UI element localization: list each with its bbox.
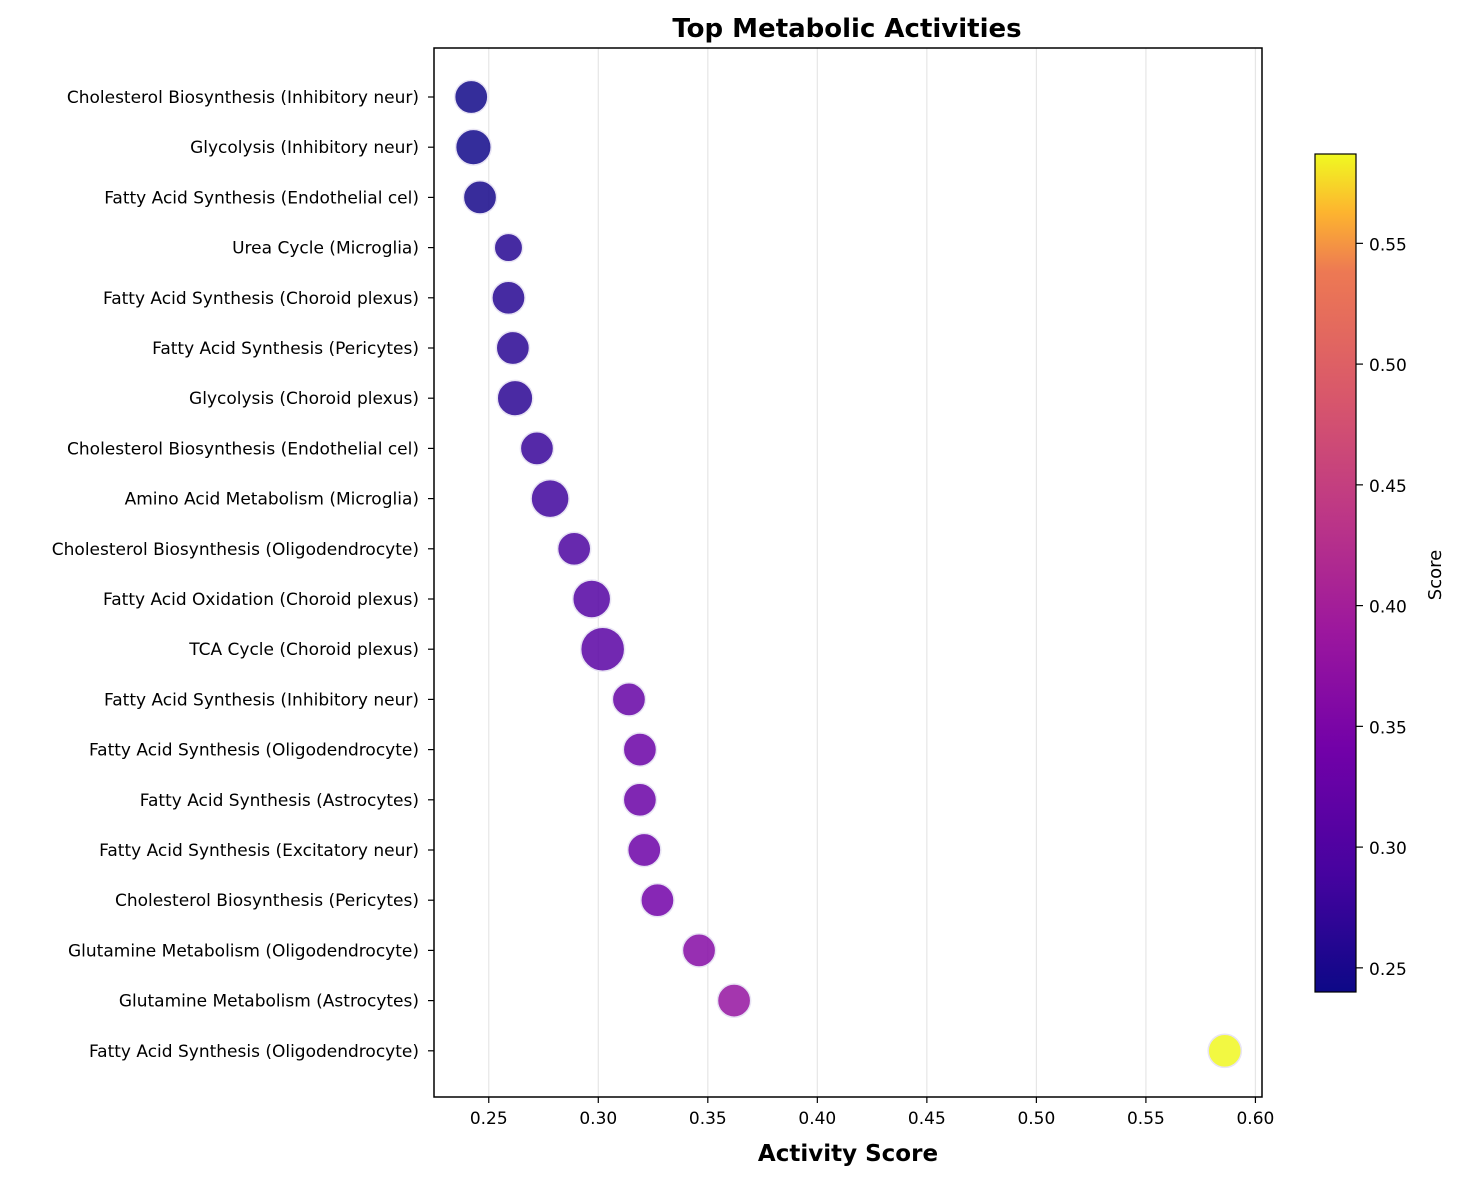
colorbar-tick-label: 0.45 bbox=[1369, 477, 1407, 497]
colorbar-tick-label: 0.30 bbox=[1369, 839, 1407, 859]
y-tick-label: Glutamine Metabolism (Oligodendrocyte) bbox=[68, 941, 419, 961]
data-point bbox=[611, 682, 647, 717]
x-tick-label: 0.35 bbox=[689, 1109, 727, 1129]
y-tick-label: Fatty Acid Synthesis (Oligodendrocyte) bbox=[89, 1042, 419, 1062]
y-tick-label: Fatty Acid Synthesis (Endothelial cel) bbox=[104, 188, 419, 208]
data-point bbox=[626, 832, 662, 868]
x-tick-label: 0.45 bbox=[908, 1109, 946, 1129]
x-axis-label: Activity Score bbox=[758, 1141, 938, 1167]
y-tick-label: Fatty Acid Synthesis (Inhibitory neur) bbox=[104, 690, 419, 710]
data-point bbox=[453, 79, 489, 115]
data-point bbox=[462, 180, 498, 215]
data-point bbox=[530, 478, 570, 519]
colorbar-gradient bbox=[1314, 153, 1357, 993]
y-tick-label: Fatty Acid Synthesis (Astrocytes) bbox=[140, 791, 419, 811]
grid-lines bbox=[488, 48, 1257, 1097]
data-point bbox=[640, 882, 675, 918]
y-tick-label: Urea Cycle (Microglia) bbox=[232, 239, 419, 259]
y-tick-label: Glycolysis (Choroid plexus) bbox=[189, 389, 419, 409]
colorbar-tick-label: 0.35 bbox=[1369, 718, 1407, 738]
data-point bbox=[681, 933, 717, 968]
x-tick-label: 0.60 bbox=[1236, 1109, 1274, 1129]
colorbar-tick-label: 0.25 bbox=[1369, 960, 1407, 980]
colorbar: 0.25 0.30 0.35 0.40 0.45 0.50 0.55 Score bbox=[1314, 153, 1446, 993]
y-tick-label: Fatty Acid Oxidation (Choroid plexus) bbox=[103, 590, 419, 610]
x-axis: 0.25 0.30 0.35 0.40 0.45 0.50 0.55 0.60 bbox=[470, 1097, 1274, 1129]
colorbar-tick-label: 0.40 bbox=[1369, 598, 1407, 618]
data-point bbox=[493, 232, 524, 263]
y-tick-label: Glycolysis (Inhibitory neur) bbox=[190, 138, 419, 158]
colorbar-tick-label: 0.50 bbox=[1369, 356, 1407, 376]
y-tick-label: Cholesterol Biosynthesis (Endothelial ce… bbox=[67, 439, 419, 459]
data-point bbox=[519, 431, 555, 466]
data-point bbox=[1207, 1033, 1243, 1069]
x-tick-label: 0.40 bbox=[798, 1109, 836, 1129]
data-point bbox=[495, 330, 531, 366]
colorbar-tick-label: 0.55 bbox=[1369, 235, 1407, 255]
y-tick-label: Glutamine Metabolism (Astrocytes) bbox=[119, 992, 419, 1012]
data-point bbox=[716, 983, 752, 1018]
data-point bbox=[496, 379, 534, 417]
y-tick-label: Fatty Acid Synthesis (Excitatory neur) bbox=[99, 841, 419, 861]
x-tick-label: 0.55 bbox=[1127, 1109, 1165, 1129]
data-point bbox=[454, 128, 492, 166]
x-tick-label: 0.30 bbox=[579, 1109, 617, 1129]
data-point bbox=[579, 626, 626, 672]
y-tick-label: Cholesterol Biosynthesis (Oligodendrocyt… bbox=[52, 540, 419, 560]
plot-frame bbox=[433, 47, 1263, 1098]
x-tick-label: 0.25 bbox=[470, 1109, 508, 1129]
data-points bbox=[453, 79, 1243, 1069]
data-point bbox=[622, 782, 658, 818]
y-tick-label: Cholesterol Biosynthesis (Pericytes) bbox=[115, 891, 419, 911]
data-point bbox=[491, 280, 526, 316]
y-tick-label: Fatty Acid Synthesis (Pericytes) bbox=[152, 339, 419, 359]
y-tick-label: Fatty Acid Synthesis (Oligodendrocyte) bbox=[89, 741, 419, 761]
x-tick-label: 0.50 bbox=[1017, 1109, 1055, 1129]
y-tick-label: Cholesterol Biosynthesis (Inhibitory neu… bbox=[67, 88, 419, 108]
colorbar-label: Score bbox=[1425, 550, 1446, 600]
chart-title: Top Metabolic Activities bbox=[672, 14, 1021, 44]
y-tick-label: Amino Acid Metabolism (Microglia) bbox=[125, 490, 419, 510]
data-point bbox=[556, 531, 592, 567]
y-axis: Cholesterol Biosynthesis (Inhibitory neu… bbox=[52, 88, 434, 1062]
colorbar-ticks: 0.25 0.30 0.35 0.40 0.45 0.50 0.55 bbox=[1356, 235, 1407, 980]
data-point bbox=[622, 732, 658, 767]
data-point bbox=[571, 579, 612, 619]
y-tick-label: TCA Cycle (Choroid plexus) bbox=[188, 640, 419, 660]
y-tick-label: Fatty Acid Synthesis (Choroid plexus) bbox=[103, 289, 419, 309]
